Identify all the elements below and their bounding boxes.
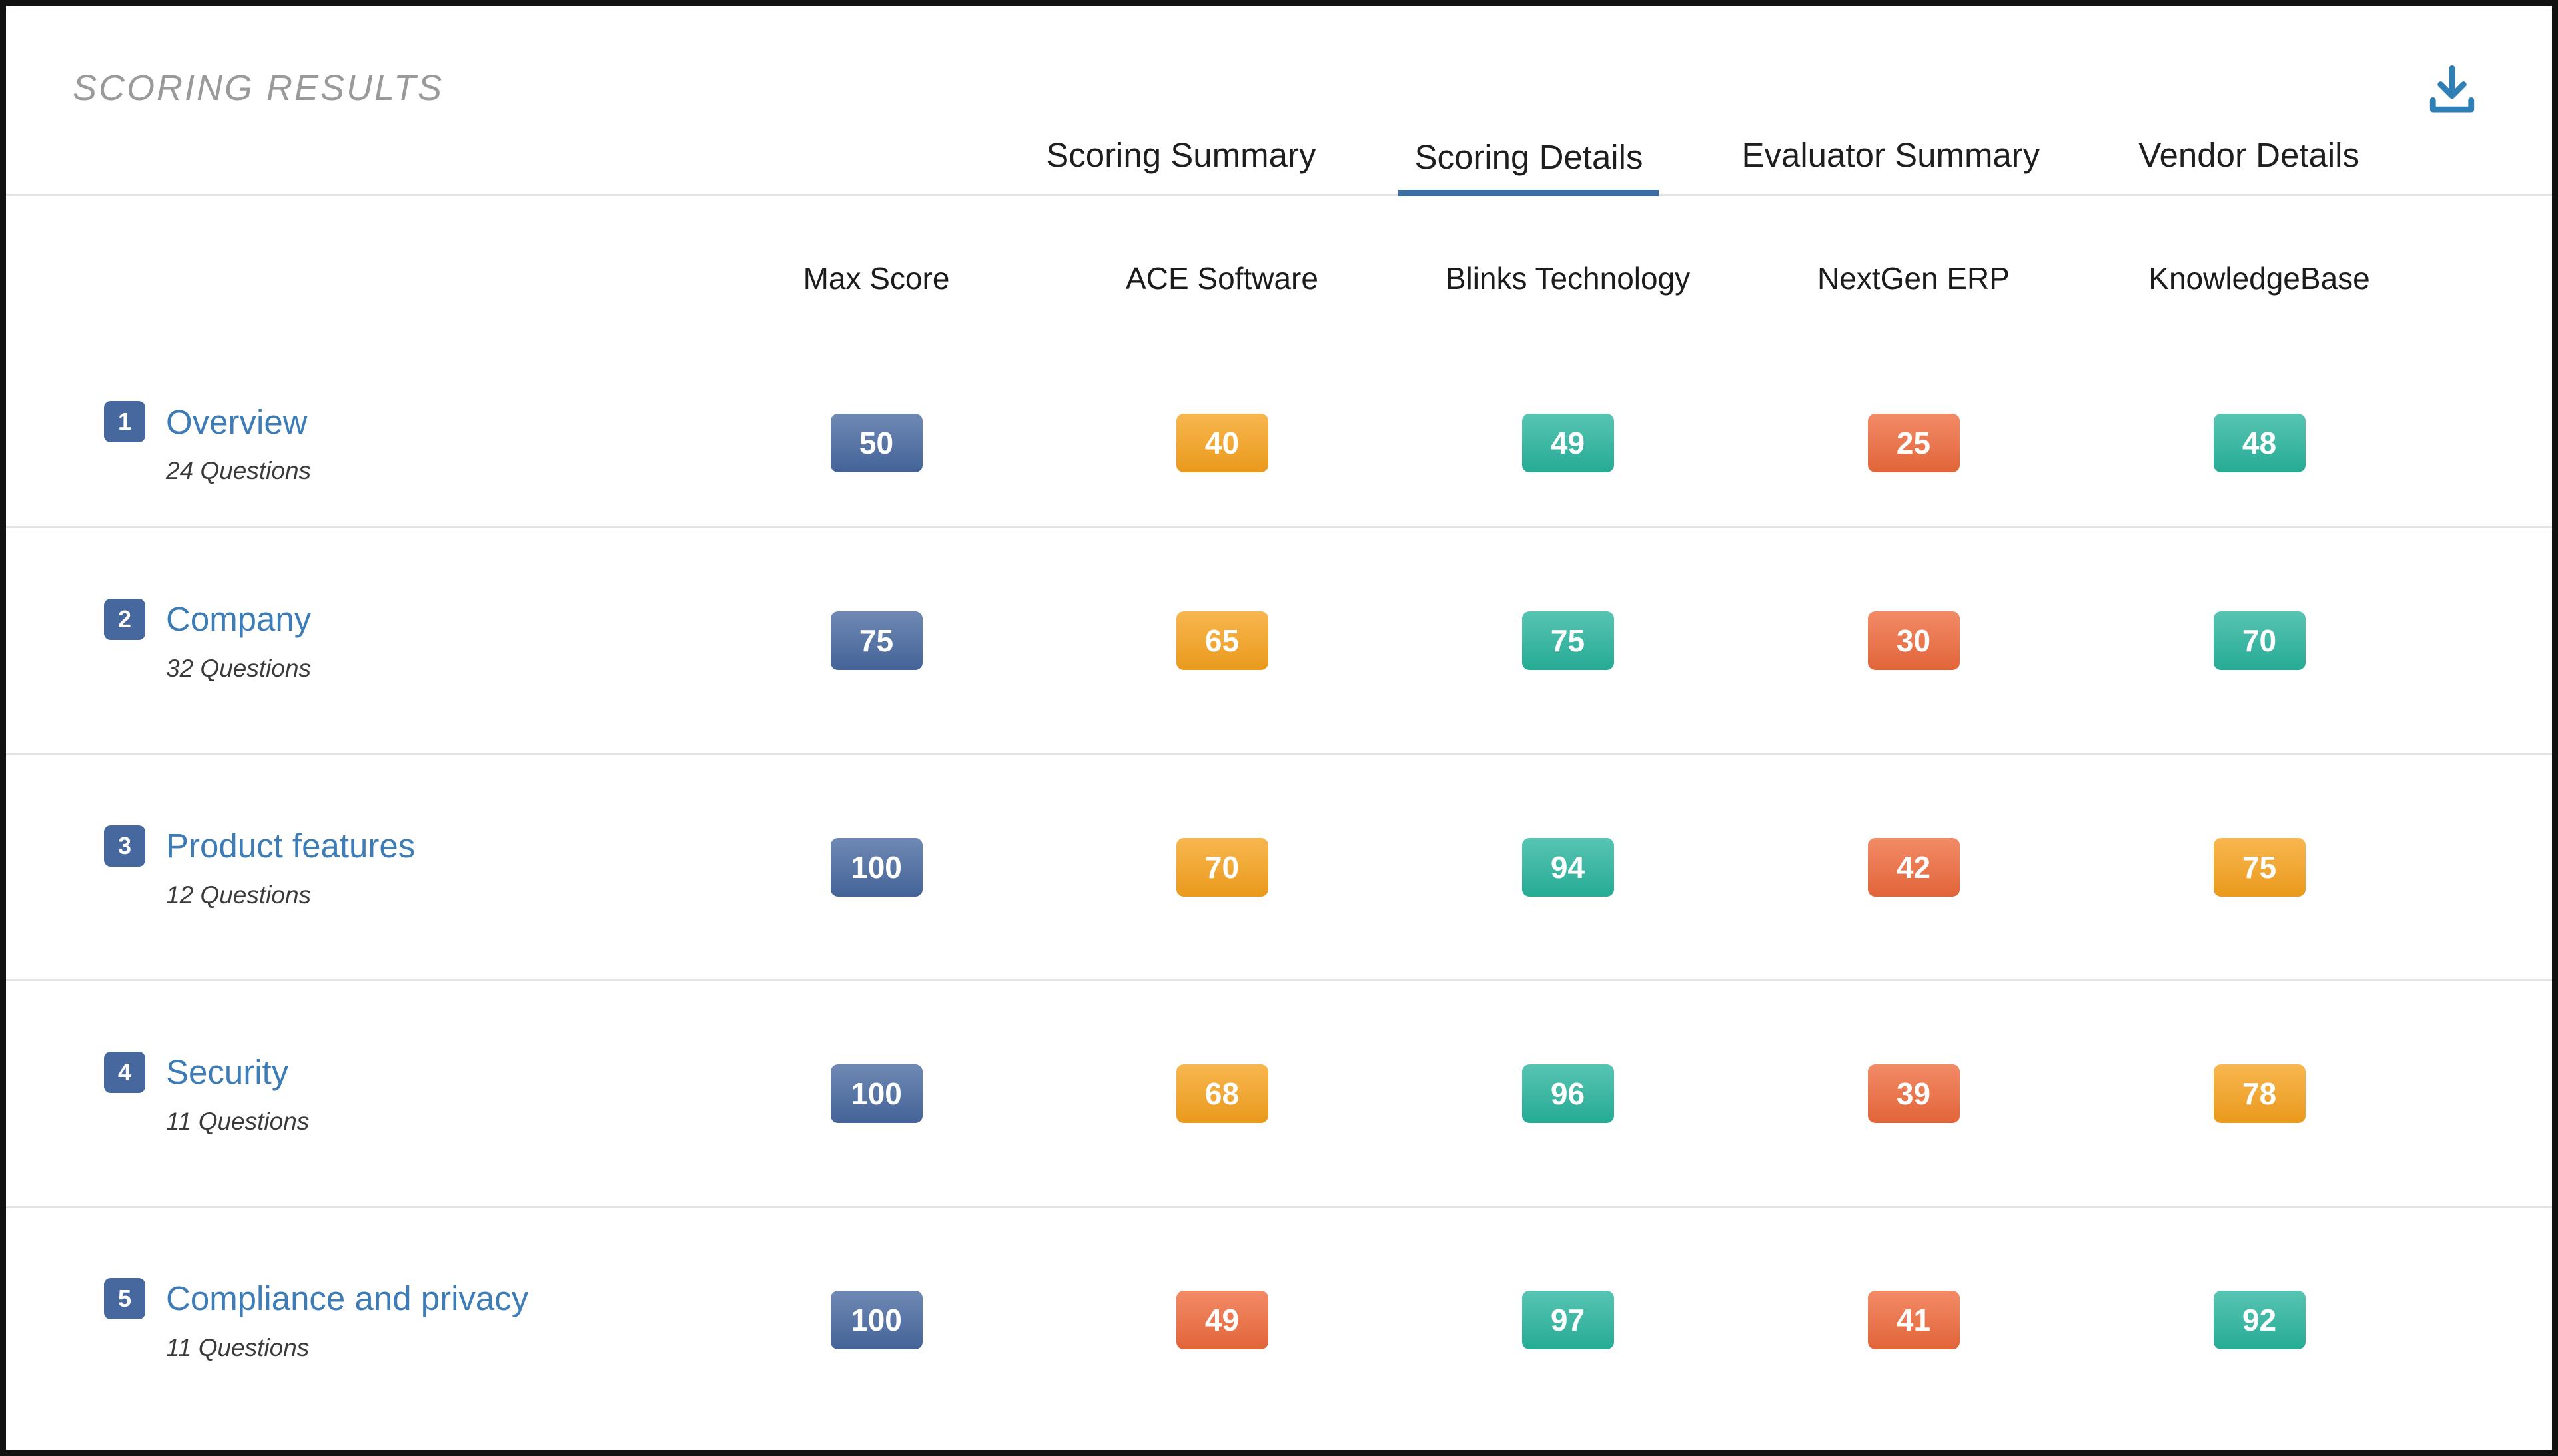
score-cell: 78 [2086, 1064, 2432, 1123]
question-count: 11 Questions [166, 1333, 310, 1361]
score-badge-max-score[interactable]: 100 [830, 837, 923, 897]
table-row: 4 Security 11 Questions 100 68 96 39 78 [6, 979, 2552, 1206]
score-table-body: 1 Overview 24 Questions 50 40 49 25 48 2 Company 3… [6, 360, 2552, 1432]
score-badge-nextgen-erp[interactable]: 42 [1867, 837, 1960, 897]
score-cell: 49 [1049, 1290, 1395, 1349]
score-cell: 70 [2086, 611, 2432, 670]
download-button[interactable] [2419, 58, 2485, 125]
score-badge-ace-software[interactable]: 70 [1176, 837, 1268, 897]
score-badge-max-score[interactable]: 100 [830, 1290, 923, 1349]
score-badge-knowledgebase[interactable]: 70 [2213, 611, 2306, 670]
tab-vendor-details[interactable]: Vendor Details [2138, 136, 2359, 174]
column-headers: Max Score ACE Software Blinks Technology Ne… [6, 196, 2552, 360]
column-header-ace-software: ACE Software [1126, 260, 1318, 296]
column-header-nextgen-erp: NextGen ERP [1817, 260, 2010, 296]
score-badge-ace-software[interactable]: 68 [1176, 1064, 1268, 1123]
score-badge-max-score[interactable]: 75 [830, 611, 923, 670]
score-cell: 70 [1049, 837, 1395, 897]
row-number-badge: 2 [104, 598, 145, 640]
score-cell: 30 [1741, 611, 2086, 670]
tab-evaluator-summary[interactable]: Evaluator Summary [1741, 136, 2040, 174]
row-number-badge: 1 [104, 401, 145, 442]
score-cell: 100 [703, 837, 1049, 897]
header: SCORING RESULTS Scoring Summary Scoring D… [6, 6, 2552, 196]
score-cell: 39 [1741, 1064, 2086, 1123]
download-icon [2421, 59, 2483, 124]
question-count: 24 Questions [166, 457, 312, 484]
score-cell: 68 [1049, 1064, 1395, 1123]
tabs: Scoring Summary Scoring Details Evaluator … [1030, 135, 2375, 196]
table-row: 5 Compliance and privacy 11 Questions 100 49… [6, 1206, 2552, 1432]
category-cell: 2 Company 32 Questions [104, 598, 703, 683]
score-badge-max-score[interactable]: 100 [830, 1064, 923, 1123]
score-cell: 48 [2086, 414, 2432, 472]
question-count: 12 Questions [166, 881, 312, 909]
score-cell: 100 [703, 1064, 1049, 1123]
category-link-company[interactable]: Company [166, 600, 312, 638]
score-badge-nextgen-erp[interactable]: 30 [1867, 611, 1960, 670]
question-count: 32 Questions [166, 654, 312, 682]
score-badge-max-score[interactable]: 50 [830, 414, 923, 472]
score-badge-ace-software[interactable]: 65 [1176, 611, 1268, 670]
question-count: 11 Questions [166, 1107, 310, 1135]
category-cell: 4 Security 11 Questions [104, 1051, 703, 1136]
category-cell: 1 Overview 24 Questions [104, 401, 703, 485]
category-link-compliance-and-privacy[interactable]: Compliance and privacy [166, 1279, 529, 1317]
score-cell: 40 [1049, 414, 1395, 472]
tab-scoring-summary[interactable]: Scoring Summary [1046, 136, 1316, 174]
category-link-security[interactable]: Security [166, 1053, 289, 1091]
score-badge-knowledgebase[interactable]: 75 [2213, 837, 2306, 897]
score-cell: 75 [1395, 611, 1741, 670]
score-badge-ace-software[interactable]: 40 [1176, 414, 1268, 472]
score-badge-ace-software[interactable]: 49 [1176, 1290, 1268, 1349]
column-header-blinks-technology: Blinks Technology [1445, 260, 1691, 296]
score-badge-nextgen-erp[interactable]: 39 [1867, 1064, 1960, 1123]
score-badge-nextgen-erp[interactable]: 25 [1867, 414, 1960, 472]
column-header-max-score: Max Score [803, 260, 950, 296]
score-cell: 94 [1395, 837, 1741, 897]
row-number-badge: 4 [104, 1051, 145, 1093]
score-badge-blinks-technology[interactable]: 96 [1521, 1064, 1614, 1123]
score-cell: 50 [703, 414, 1049, 472]
score-cell: 75 [703, 611, 1049, 670]
score-cell: 25 [1741, 414, 2086, 472]
score-cell: 96 [1395, 1064, 1741, 1123]
table-row: 1 Overview 24 Questions 50 40 49 25 48 [6, 360, 2552, 526]
score-badge-knowledgebase[interactable]: 78 [2213, 1064, 2306, 1123]
category-link-product-features[interactable]: Product features [166, 827, 416, 865]
score-cell: 41 [1741, 1290, 2086, 1349]
score-badge-nextgen-erp[interactable]: 41 [1867, 1290, 1960, 1349]
tab-scoring-details[interactable]: Scoring Details [1398, 137, 1659, 196]
score-cell: 42 [1741, 837, 2086, 897]
score-cell: 100 [703, 1290, 1049, 1349]
score-cell: 92 [2086, 1290, 2432, 1349]
score-cell: 97 [1395, 1290, 1741, 1349]
table-row: 2 Company 32 Questions 75 65 75 30 70 [6, 526, 2552, 753]
score-badge-blinks-technology[interactable]: 49 [1521, 414, 1614, 472]
score-badge-blinks-technology[interactable]: 97 [1521, 1290, 1614, 1349]
category-link-overview[interactable]: Overview [166, 402, 308, 441]
score-cell: 65 [1049, 611, 1395, 670]
category-cell: 3 Product features 12 Questions [104, 825, 703, 909]
row-number-badge: 5 [104, 1277, 145, 1319]
category-cell: 5 Compliance and privacy 11 Questions [104, 1277, 703, 1362]
row-number-badge: 3 [104, 825, 145, 867]
page-title: SCORING RESULTS [73, 68, 444, 108]
table-row: 3 Product features 12 Questions 100 70 94 42 75 [6, 753, 2552, 979]
score-badge-blinks-technology[interactable]: 75 [1521, 611, 1614, 670]
column-header-knowledgebase: KnowledgeBase [2148, 260, 2370, 296]
score-cell: 75 [2086, 837, 2432, 897]
score-badge-blinks-technology[interactable]: 94 [1521, 837, 1614, 897]
score-badge-knowledgebase[interactable]: 92 [2213, 1290, 2306, 1349]
score-badge-knowledgebase[interactable]: 48 [2213, 414, 2306, 472]
score-cell: 49 [1395, 414, 1741, 472]
